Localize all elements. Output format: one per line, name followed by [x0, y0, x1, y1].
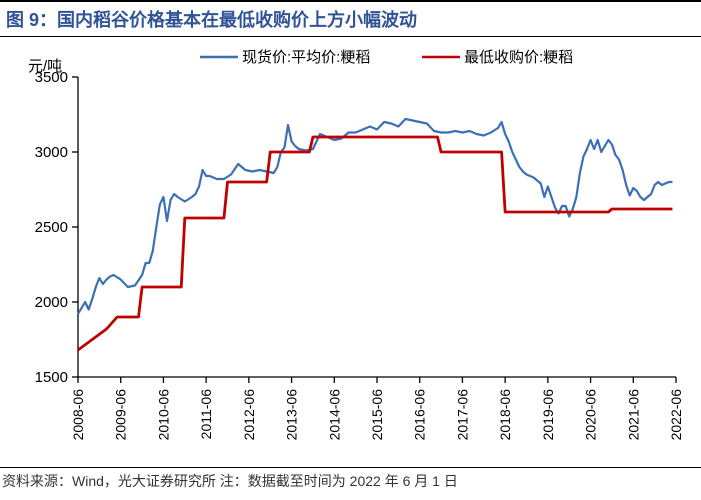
legend: 现货价:平均价:粳稻 最低收购价:粳稻	[200, 49, 573, 66]
x-tick-label: 2008-06	[70, 389, 86, 441]
x-tick-label: 2020-06	[583, 389, 599, 441]
legend-label: 现货价:平均价:粳稻	[242, 49, 370, 66]
x-tick-label: 2010-06	[155, 389, 171, 441]
series-line	[78, 137, 672, 350]
y-tick-label: 1500	[35, 369, 68, 386]
x-tick-label: 2018-06	[497, 389, 513, 441]
y-tick-label: 2500	[35, 219, 68, 236]
x-tick-label: 2014-06	[326, 389, 342, 441]
chart-title: 图 9：国内稻谷价格基本在最低收购价上方小幅波动	[6, 10, 417, 30]
chart-area: 元/吨 150020002500300035002008-062009-0620…	[0, 37, 701, 467]
x-tick-label: 2013-06	[284, 389, 300, 441]
y-tick-label: 2000	[35, 294, 68, 311]
x-tick-label: 2019-06	[540, 389, 556, 441]
x-tick-label: 2009-06	[113, 389, 129, 441]
line-chart: 1500 2000 2500 3000 3500 2008-06 2009-06 2010-0…	[0, 37, 701, 467]
series-line	[78, 119, 672, 314]
x-tick-label: 2012-06	[241, 389, 257, 441]
y-tick-label: 3500	[35, 69, 68, 86]
chart-title-bar: 图 9：国内稻谷价格基本在最低收购价上方小幅波动	[0, 0, 701, 37]
x-tick-label: 2022-06	[668, 389, 684, 441]
x-tick-label: 2016-06	[412, 389, 428, 441]
source-footer: 资料来源：Wind，光大证券研究所 注：数据截至时间为 2022 年 6 月 1…	[0, 467, 701, 491]
legend-label: 最低收购价:粳稻	[464, 49, 573, 66]
x-tick-label: 2017-06	[454, 389, 470, 441]
x-tick-label: 2021-06	[625, 389, 641, 441]
y-tick-label: 3000	[35, 144, 68, 161]
x-tick-label: 2011-06	[198, 389, 214, 440]
x-tick-label: 2015-06	[369, 389, 385, 441]
